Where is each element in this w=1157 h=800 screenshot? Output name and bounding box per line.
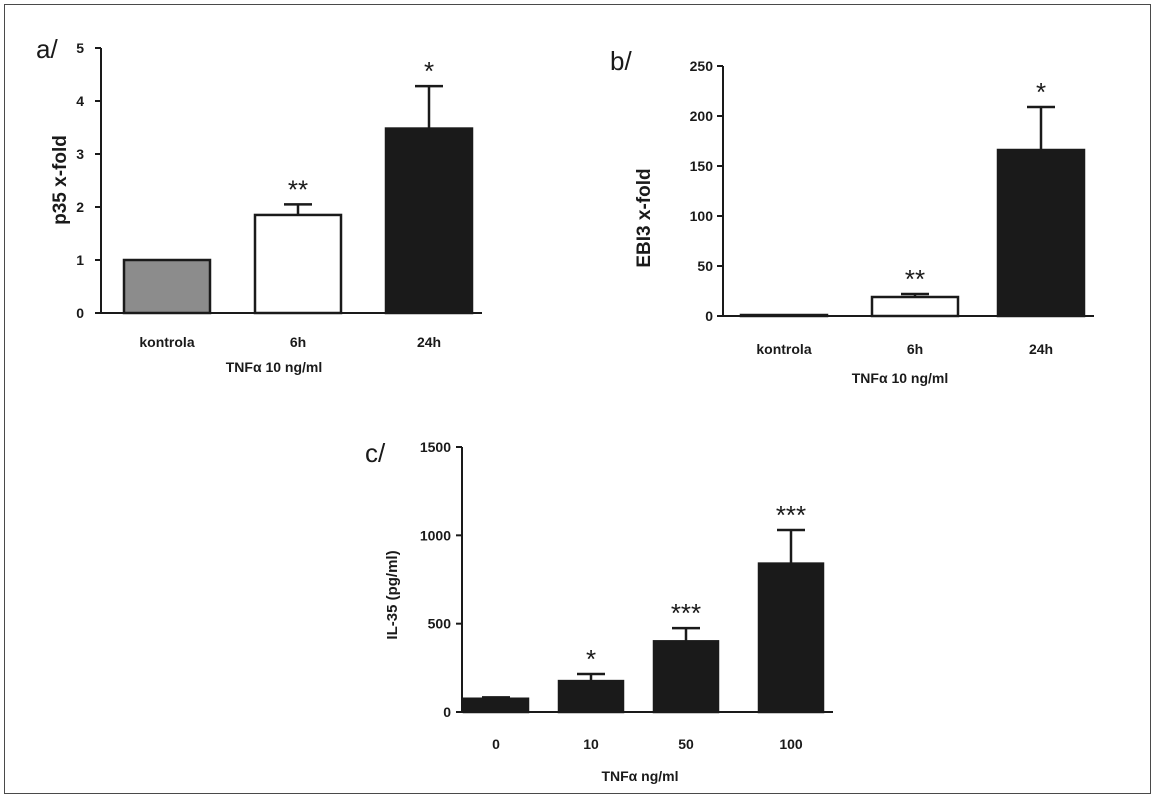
bar (557, 679, 625, 714)
y-tick-label: 200 (690, 108, 714, 124)
bar (996, 148, 1086, 318)
y-tick-label: 250 (690, 58, 714, 74)
significance-marker: * (586, 644, 596, 674)
y-tick-label: 150 (690, 158, 714, 174)
figure-frame (4, 4, 1151, 794)
x-category-label: 24h (417, 334, 441, 350)
y-tick-label: 5 (76, 40, 84, 56)
y-tick-label: 2 (76, 199, 84, 215)
y-axis-title: IL-35 (pg/ml) (384, 550, 401, 639)
y-tick-label: 4 (76, 93, 84, 109)
y-tick-label: 1000 (420, 527, 451, 543)
y-tick-label: 0 (76, 305, 84, 321)
x-category-label: kontrola (756, 341, 811, 357)
panel-label: a/ (36, 34, 58, 64)
bar (652, 640, 720, 714)
x-category-label: 6h (907, 341, 923, 357)
x-category-label: 6h (290, 334, 306, 350)
x-category-label: kontrola (139, 334, 194, 350)
x-axis-title: TNFα ng/ml (601, 768, 678, 784)
chart-panel-0: a/0 1 2 3 4 5 kontrola ** 6h * 24h TNFα 10 ng/ml p35… (36, 34, 482, 375)
panel-label: c/ (365, 438, 386, 468)
x-category-label: 50 (678, 736, 694, 752)
x-axis-title: TNFα 10 ng/ml (852, 370, 949, 386)
x-category-label: 10 (583, 736, 599, 752)
significance-marker: *** (671, 598, 701, 628)
chart-panel-2: c/0 500 1000 1500 0 * 10 *** 50 *** 100 TNFα ng/ml I… (365, 438, 833, 784)
bar (384, 127, 474, 315)
significance-marker: ** (288, 174, 308, 204)
y-tick-label: 1500 (420, 439, 451, 455)
y-tick-label: 500 (428, 616, 452, 632)
y-tick-label: 3 (76, 146, 84, 162)
chart-panel-1: b/0 50 100 150 200 250 kontrola ** 6h * 24h TNFα 10… (610, 46, 1094, 386)
y-tick-label: 0 (443, 704, 451, 720)
significance-marker: * (424, 56, 434, 86)
bar (757, 562, 825, 714)
bar (253, 213, 343, 315)
x-category-label: 0 (492, 736, 500, 752)
y-tick-label: 1 (76, 252, 84, 268)
panel-label: b/ (610, 46, 632, 76)
bar (870, 295, 960, 318)
y-tick-label: 0 (705, 308, 713, 324)
y-tick-label: 50 (697, 258, 713, 274)
bar (739, 313, 829, 318)
y-axis-title: EBI3 x-fold (634, 168, 655, 267)
x-category-label: 24h (1029, 341, 1053, 357)
significance-marker: ** (905, 264, 925, 294)
bar (462, 697, 530, 714)
y-axis-title: p35 x-fold (50, 135, 71, 225)
bar (122, 258, 212, 315)
y-tick-label: 100 (690, 208, 714, 224)
significance-marker: *** (776, 500, 806, 530)
significance-marker: * (1036, 77, 1046, 107)
x-axis-title: TNFα 10 ng/ml (226, 359, 323, 375)
x-category-label: 100 (779, 736, 803, 752)
